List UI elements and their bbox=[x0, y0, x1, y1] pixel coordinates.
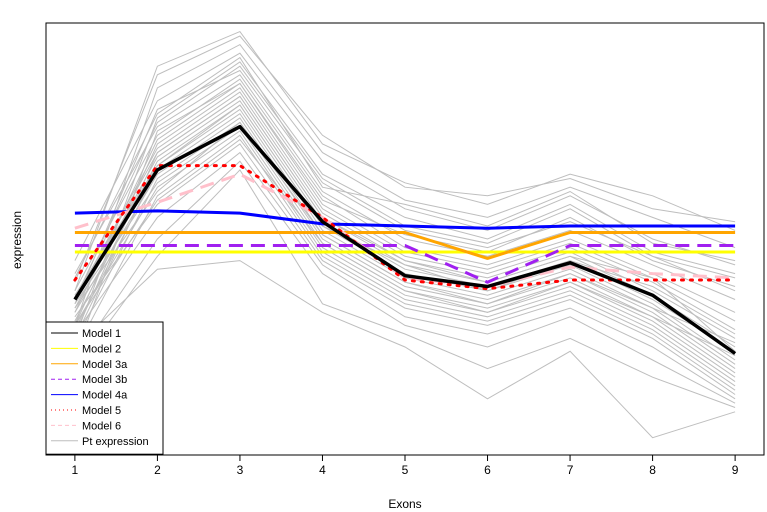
legend-label: Model 5 bbox=[82, 405, 121, 417]
pt-expression-line-4 bbox=[74, 61, 736, 339]
pt-expression-line-20 bbox=[74, 134, 736, 391]
pt-expression-line-18 bbox=[74, 126, 736, 383]
series-model-5 bbox=[73, 164, 737, 291]
legend-label: Pt expression bbox=[82, 436, 149, 448]
series-pt-expression bbox=[74, 95, 736, 352]
series-model-3b bbox=[74, 244, 736, 284]
pt-expression-line-14 bbox=[74, 108, 736, 365]
x-tick-label: 2 bbox=[154, 463, 161, 477]
legend-label: Model 3b bbox=[82, 374, 127, 386]
pt-expression-line-26 bbox=[74, 30, 736, 291]
pt-expression-line-12 bbox=[74, 100, 736, 352]
legend-label: Model 4a bbox=[82, 390, 128, 402]
series-model-3a bbox=[74, 231, 736, 260]
patient-expression-curves bbox=[74, 30, 736, 439]
x-tick-label: 3 bbox=[237, 463, 244, 477]
pt-expression-line-2 bbox=[74, 43, 736, 326]
x-tick-label: 7 bbox=[567, 463, 574, 477]
y-axis-title: expression bbox=[10, 211, 24, 269]
x-axis: 1 2 3 4 5 6 7 8 9 bbox=[72, 454, 739, 477]
pt-expression-line-21 bbox=[74, 143, 736, 395]
legend: Model 1 Model 2 Model 3a Model 3b Model 4a Mo… bbox=[45, 321, 164, 455]
x-tick-label: 9 bbox=[732, 463, 739, 477]
pt-expression-line-28 bbox=[74, 82, 736, 356]
pt-expression-line-31 bbox=[74, 121, 736, 344]
pt-expression-line-1 bbox=[74, 35, 736, 283]
pt-expression-line-25 bbox=[74, 260, 736, 439]
pt-expression-line-24 bbox=[74, 169, 736, 408]
x-tick-label: 6 bbox=[484, 463, 491, 477]
legend-box bbox=[45, 321, 164, 455]
pt-expression-line-5 bbox=[74, 69, 736, 304]
legend-label: Model 3a bbox=[82, 359, 128, 371]
series-model-6 bbox=[74, 172, 736, 288]
series-model-4a bbox=[74, 209, 736, 230]
legend-label: Model 6 bbox=[82, 420, 121, 432]
pt-expression-line-22 bbox=[74, 151, 736, 400]
pt-expression-line-30 bbox=[74, 104, 736, 339]
legend-label: Model 2 bbox=[82, 343, 121, 355]
model-lines bbox=[73, 95, 737, 355]
x-tick-label: 5 bbox=[402, 463, 409, 477]
pt-expression-line-13 bbox=[74, 104, 736, 361]
x-axis-title: Exons bbox=[388, 497, 421, 511]
x-tick-label: 1 bbox=[72, 463, 79, 477]
x-tick-label: 4 bbox=[319, 463, 326, 477]
x-tick-label: 8 bbox=[649, 463, 656, 477]
pt-expression-line-32 bbox=[74, 138, 736, 357]
pt-expression-line-7 bbox=[74, 78, 736, 313]
series-model-1 bbox=[73, 124, 737, 355]
legend-label: Model 1 bbox=[82, 328, 121, 340]
